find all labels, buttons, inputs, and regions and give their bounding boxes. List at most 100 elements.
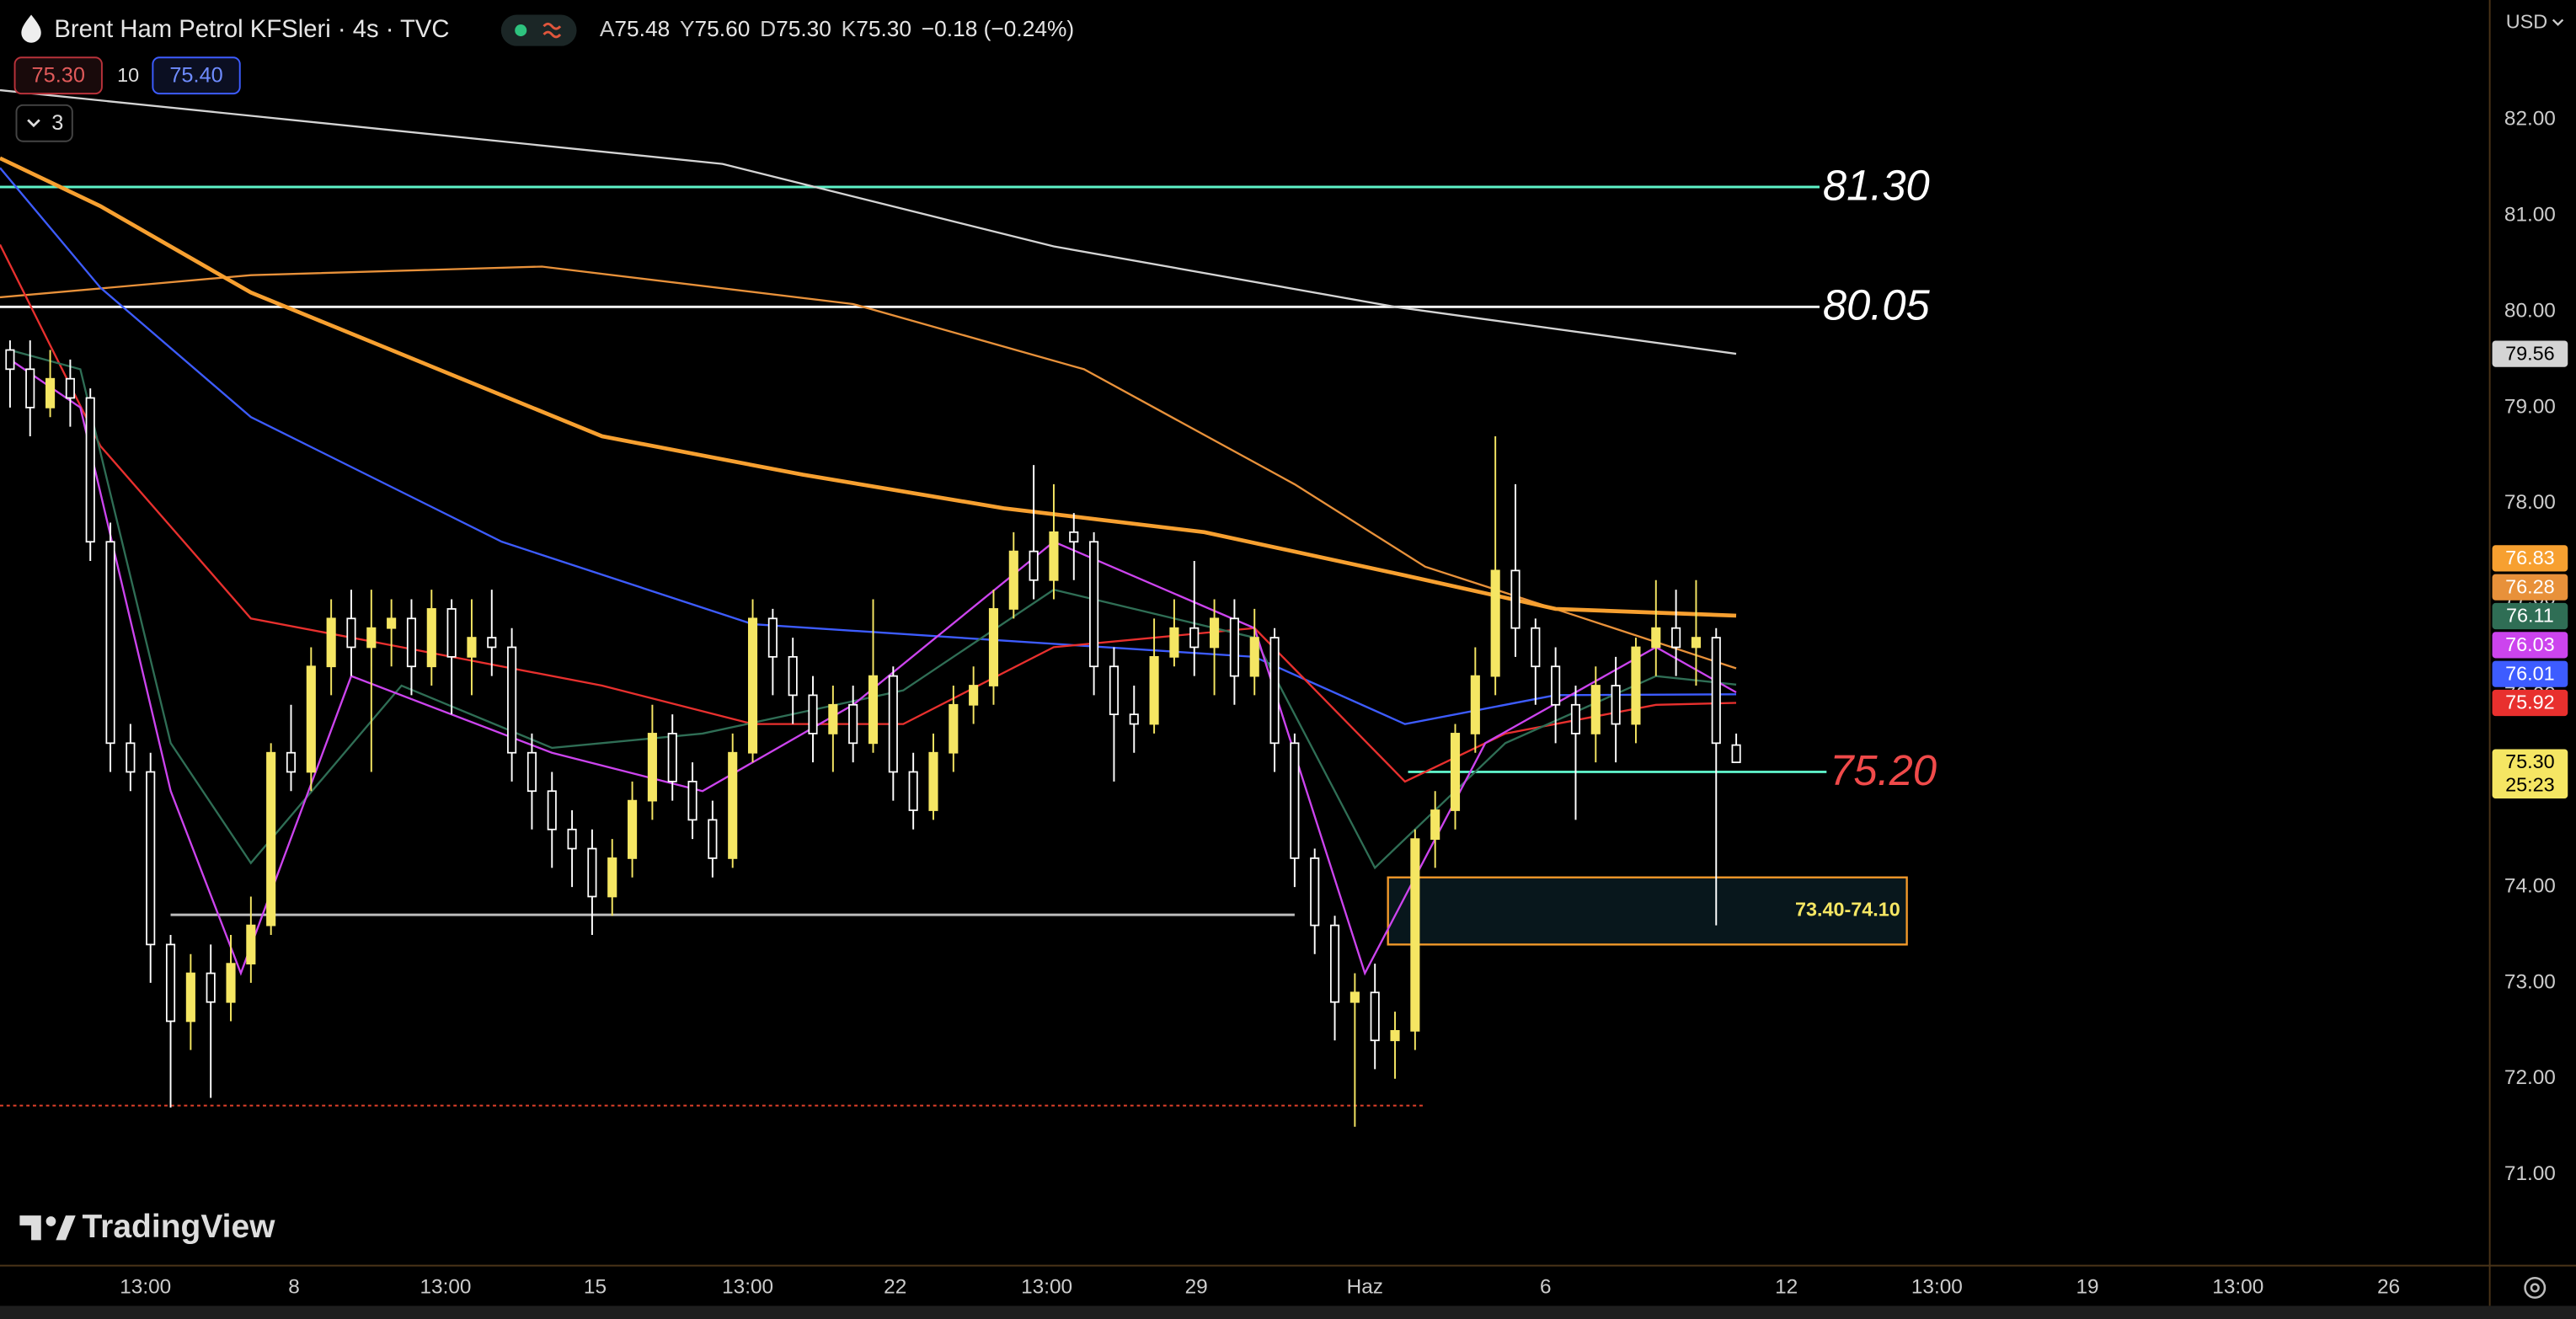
candle-body	[5, 349, 15, 371]
candle-body	[1551, 665, 1561, 706]
price-tag-bg	[2492, 660, 2568, 687]
candle-body	[185, 972, 195, 1023]
x-tick-label: 6	[1540, 1275, 1552, 1298]
price-tag: 76.83	[2505, 547, 2555, 569]
candle-body	[928, 751, 938, 811]
price-tag-bg	[2492, 689, 2568, 717]
buy-price[interactable]: 75.40	[169, 63, 222, 87]
candle-body	[728, 751, 738, 859]
spread: 10	[117, 64, 139, 86]
settings-icon[interactable]	[2524, 1276, 2547, 1299]
gear-ring[interactable]	[2524, 1276, 2547, 1299]
sell-price[interactable]: 75.30	[32, 63, 85, 87]
candle-body	[1470, 675, 1480, 734]
currency-chevron[interactable]	[2552, 19, 2564, 26]
candle-body	[828, 703, 838, 734]
ohlc-label: D	[760, 16, 776, 41]
x-tick-label: 13:00	[120, 1275, 171, 1298]
candle-body	[1249, 637, 1259, 677]
x-tick-label: 13:00	[722, 1275, 773, 1298]
candle-body	[1129, 713, 1139, 725]
candle-body	[1149, 655, 1159, 725]
candle-body	[1069, 531, 1079, 543]
x-tick-label: 15	[584, 1275, 607, 1298]
candle-body	[547, 790, 557, 830]
candle-body	[1089, 541, 1099, 668]
collapse-button[interactable]	[15, 104, 73, 142]
ohlc-value: 75.30	[776, 16, 831, 41]
candle-body	[908, 771, 918, 811]
candle-body	[105, 541, 115, 745]
sell-button[interactable]	[13, 56, 103, 95]
visibility-toggle[interactable]	[500, 14, 577, 46]
candle-body	[1210, 617, 1220, 649]
candle-body	[467, 637, 477, 658]
candle-body	[286, 751, 297, 773]
toggle-wave[interactable]	[542, 22, 562, 39]
candle-body	[1290, 742, 1300, 859]
candle-body	[346, 617, 356, 649]
candle-body	[1531, 627, 1541, 668]
buy-button[interactable]	[152, 56, 241, 95]
candle-body	[446, 608, 457, 658]
candle-body	[1711, 637, 1721, 745]
toggle-pill[interactable]	[500, 14, 577, 46]
candle-body	[1329, 924, 1340, 1003]
candle-body	[848, 703, 858, 745]
y-tick-label: 73.00	[2504, 970, 2556, 993]
x-tick-label: 26	[2377, 1275, 2400, 1298]
ma-line	[0, 243, 1737, 783]
candle-body	[1651, 627, 1661, 649]
currency[interactable]: USD	[2506, 10, 2547, 32]
y-tick-label: 80.00	[2504, 299, 2556, 322]
ma-line	[0, 265, 1737, 670]
candle-body	[808, 694, 818, 734]
candle-body	[1590, 685, 1601, 734]
candle-body	[1510, 569, 1520, 629]
collapsed-count[interactable]: 3	[51, 111, 63, 135]
chevron-icon[interactable]	[27, 119, 40, 128]
gear-hub[interactable]	[2530, 1283, 2540, 1293]
ohlc-values: A75.48 Y75.60 D75.30 K75.30 −0.18 (−0.24%)	[600, 16, 1074, 41]
candle-body	[1189, 627, 1200, 649]
price-tag-bg	[2492, 632, 2568, 659]
candle-body	[65, 377, 75, 399]
candle-body	[45, 377, 56, 409]
y-tick-label: 72.00	[2504, 1066, 2556, 1089]
candle-body	[1390, 1029, 1400, 1042]
change-value: −0.18 (−0.24%)	[922, 16, 1074, 41]
candle-body	[667, 733, 677, 782]
candle-body	[687, 780, 697, 821]
level-label: 75.20	[1830, 746, 1937, 794]
x-tick-label: 29	[1185, 1275, 1208, 1298]
price-tag: 79.56	[2505, 342, 2555, 364]
last-price-bg	[2492, 749, 2568, 798]
zone-label: 73.40-74.10	[1795, 899, 1900, 921]
logo-dot	[45, 1216, 56, 1226]
ohlc-label: Y	[680, 16, 695, 41]
price-tag-bg	[2492, 602, 2568, 630]
y-tick-label: 71.00	[2504, 1162, 2556, 1185]
candle-body	[1169, 627, 1179, 658]
candle-body	[406, 617, 417, 668]
candle-body	[868, 675, 879, 745]
ohlc-label: A	[600, 16, 615, 41]
candle-body	[1229, 617, 1239, 677]
candle-body	[246, 924, 256, 965]
candle-body	[767, 617, 778, 658]
y-tick-label: 74.00	[2504, 875, 2556, 898]
candle-body	[1049, 531, 1059, 581]
ma-line	[0, 156, 1737, 618]
last-price: 75.30	[2505, 750, 2555, 772]
logo-slash	[56, 1215, 76, 1241]
ma-line	[0, 167, 1737, 725]
candle-body	[747, 617, 758, 754]
level-label: 81.30	[1823, 161, 1930, 209]
candle-body	[487, 637, 497, 649]
x-tick-label: 8	[288, 1275, 300, 1298]
toggle-dot[interactable]	[515, 24, 527, 37]
logo-text: TradingView	[83, 1209, 276, 1245]
price-tag-bg	[2492, 545, 2568, 572]
